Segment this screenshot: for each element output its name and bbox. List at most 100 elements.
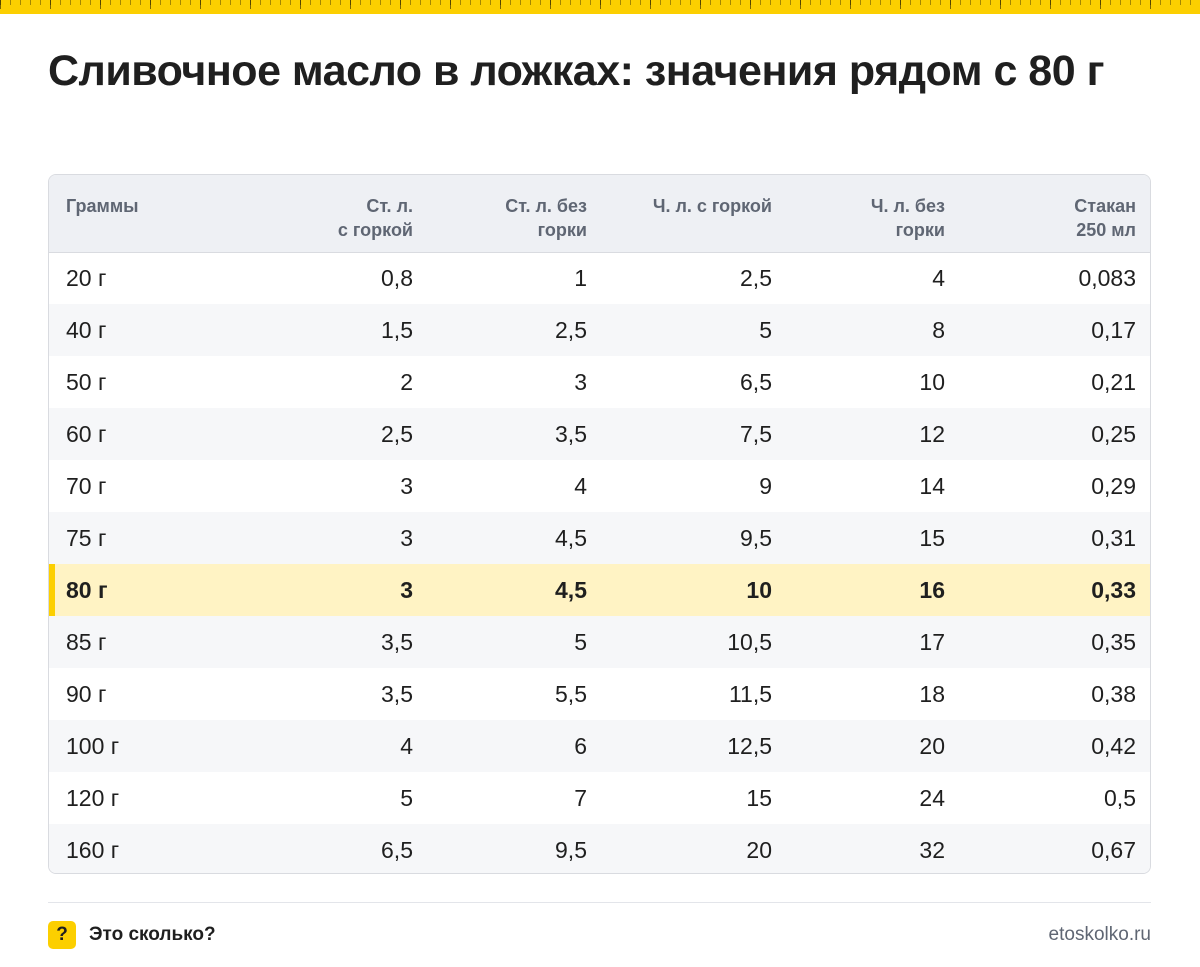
cell-tsp-heaped: 6,5 (740, 368, 772, 395)
cell-tbsp-level: 2,5 (419, 304, 593, 356)
cell-tsp-heaped: 15 (746, 784, 772, 811)
question-mark-icon: ? (48, 921, 76, 949)
cell-tsp-heaped: 7,5 (593, 408, 778, 460)
cell-grams: 100 г (49, 720, 219, 772)
cell-tbsp-level: 6 (419, 720, 593, 772)
cell-tsp-level: 16 (778, 564, 951, 616)
cell-tbsp-level: 4,5 (419, 564, 593, 616)
cell-tsp-level: 24 (919, 784, 945, 811)
cell-tsp-level: 17 (778, 616, 951, 668)
cell-cup-250ml: 0,42 (951, 720, 1150, 772)
cell-tbsp-heaped: 6,5 (219, 824, 419, 873)
cell-cup-250ml: 0,31 (951, 512, 1150, 564)
cell-tbsp-heaped: 2 (400, 368, 413, 395)
cell-grams: 60 г (49, 408, 219, 460)
cell-cup-250ml: 0,21 (1091, 368, 1136, 395)
header-tsp-heaped: Ч. л. с горкой (593, 175, 778, 253)
brand-name: Это сколько? (89, 924, 216, 945)
table-row: 70 г 3 4 9 14 0,29 (49, 460, 1150, 512)
table-row: 160 г 6,5 9,5 20 32 0,67 (49, 824, 1150, 873)
cell-cup-250ml: 0,083 (1078, 264, 1136, 291)
cell-tsp-heaped: 5 (593, 304, 778, 356)
cell-tsp-level: 8 (778, 304, 951, 356)
cell-tbsp-level: 3,5 (419, 408, 593, 460)
table-row: 100 г 4 6 12,5 20 0,42 (49, 720, 1150, 772)
cell-cup-250ml: 0,5 (1104, 784, 1136, 811)
cell-tsp-level: 20 (778, 720, 951, 772)
cell-tsp-heaped: 2,5 (740, 264, 772, 291)
cell-tsp-level: 12 (778, 408, 951, 460)
cell-tbsp-level: 1 (574, 264, 587, 291)
table-row: 85 г 3,5 5 10,5 17 0,35 (49, 616, 1150, 668)
brand: ? Это сколько? (48, 921, 216, 949)
footer-divider (48, 902, 1151, 903)
cell-grams: 20 г (66, 264, 107, 291)
table-row: 75 г 3 4,5 9,5 15 0,31 (49, 512, 1150, 564)
cell-tsp-heaped: 12,5 (593, 720, 778, 772)
cell-cup-250ml: 0,35 (951, 616, 1150, 668)
cell-tbsp-heaped: 1,5 (219, 304, 419, 356)
cell-tsp-heaped: 20 (593, 824, 778, 873)
header-cup-250ml: Стакан 250 мл (951, 175, 1150, 253)
cell-grams: 80 г (49, 564, 219, 616)
cell-grams: 160 г (49, 824, 219, 873)
cell-tbsp-level: 5,5 (555, 680, 587, 707)
table-row: 50 г 2 3 6,5 10 0,21 (49, 356, 1150, 408)
cell-tbsp-heaped: 3,5 (219, 616, 419, 668)
header-tbsp-level: Ст. л. без горки (419, 175, 593, 253)
cell-tbsp-heaped: 3 (219, 564, 419, 616)
cell-tbsp-heaped: 3 (219, 512, 419, 564)
cell-grams: 85 г (49, 616, 219, 668)
cell-tbsp-level: 9,5 (419, 824, 593, 873)
cell-tbsp-heaped: 5 (400, 784, 413, 811)
cell-tbsp-level: 3 (574, 368, 587, 395)
cell-tbsp-heaped: 4 (219, 720, 419, 772)
cell-grams: 50 г (66, 368, 107, 395)
cell-cup-250ml: 0,25 (951, 408, 1150, 460)
table-row: 20 г 0,8 1 2,5 4 0,083 (49, 252, 1150, 304)
ruler-decoration (0, 0, 1200, 14)
cell-tsp-heaped: 9,5 (593, 512, 778, 564)
header-tbsp-heaped: Ст. л. с горкой (219, 175, 419, 253)
table-row: 60 г 2,5 3,5 7,5 12 0,25 (49, 408, 1150, 460)
cell-tbsp-level: 4,5 (419, 512, 593, 564)
table-row-highlighted: 80 г 3 4,5 10 16 0,33 (49, 564, 1150, 616)
cell-cup-250ml: 0,38 (1091, 680, 1136, 707)
table-row: 120 г 5 7 15 24 0,5 (49, 772, 1150, 824)
table-row: 90 г 3,5 5,5 11,5 18 0,38 (49, 668, 1150, 720)
cell-cup-250ml: 0,33 (951, 564, 1150, 616)
header-tsp-level: Ч. л. без горки (778, 175, 951, 253)
cell-grams: 75 г (49, 512, 219, 564)
cell-grams: 90 г (66, 680, 107, 707)
cell-grams: 70 г (66, 472, 107, 499)
cell-cup-250ml: 0,17 (951, 304, 1150, 356)
cell-tbsp-heaped: 0,8 (381, 264, 413, 291)
cell-cup-250ml: 0,29 (1091, 472, 1136, 499)
cell-tbsp-level: 5 (419, 616, 593, 668)
cell-tsp-level: 18 (919, 680, 945, 707)
cell-tsp-level: 15 (778, 512, 951, 564)
cell-grams: 120 г (66, 784, 120, 811)
conversion-table-container: Граммы Ст. л. с горкой Ст. л. без горки … (48, 174, 1151, 874)
cell-tsp-heaped: 10 (593, 564, 778, 616)
page-title: Сливочное масло в ложках: значения рядом… (48, 47, 1105, 95)
table-row: 40 г 1,5 2,5 5 8 0,17 (49, 304, 1150, 356)
cell-grams: 40 г (49, 304, 219, 356)
cell-tbsp-level: 7 (574, 784, 587, 811)
cell-tsp-level: 4 (932, 264, 945, 291)
cell-tsp-heaped: 9 (759, 472, 772, 499)
cell-tsp-level: 10 (919, 368, 945, 395)
cell-cup-250ml: 0,67 (951, 824, 1150, 873)
cell-tbsp-heaped: 3 (400, 472, 413, 499)
table-header-row: Граммы Ст. л. с горкой Ст. л. без горки … (49, 175, 1150, 253)
cell-tbsp-heaped: 3,5 (381, 680, 413, 707)
cell-tsp-heaped: 11,5 (728, 680, 772, 707)
conversion-table: Граммы Ст. л. с горкой Ст. л. без горки … (49, 175, 1150, 873)
cell-tsp-level: 32 (778, 824, 951, 873)
cell-tsp-level: 14 (919, 472, 945, 499)
cell-tsp-heaped: 10,5 (593, 616, 778, 668)
cell-tbsp-level: 4 (574, 472, 587, 499)
header-grams: Граммы (49, 175, 219, 253)
site-url: etoskolko.ru (1048, 924, 1151, 945)
cell-tbsp-heaped: 2,5 (219, 408, 419, 460)
